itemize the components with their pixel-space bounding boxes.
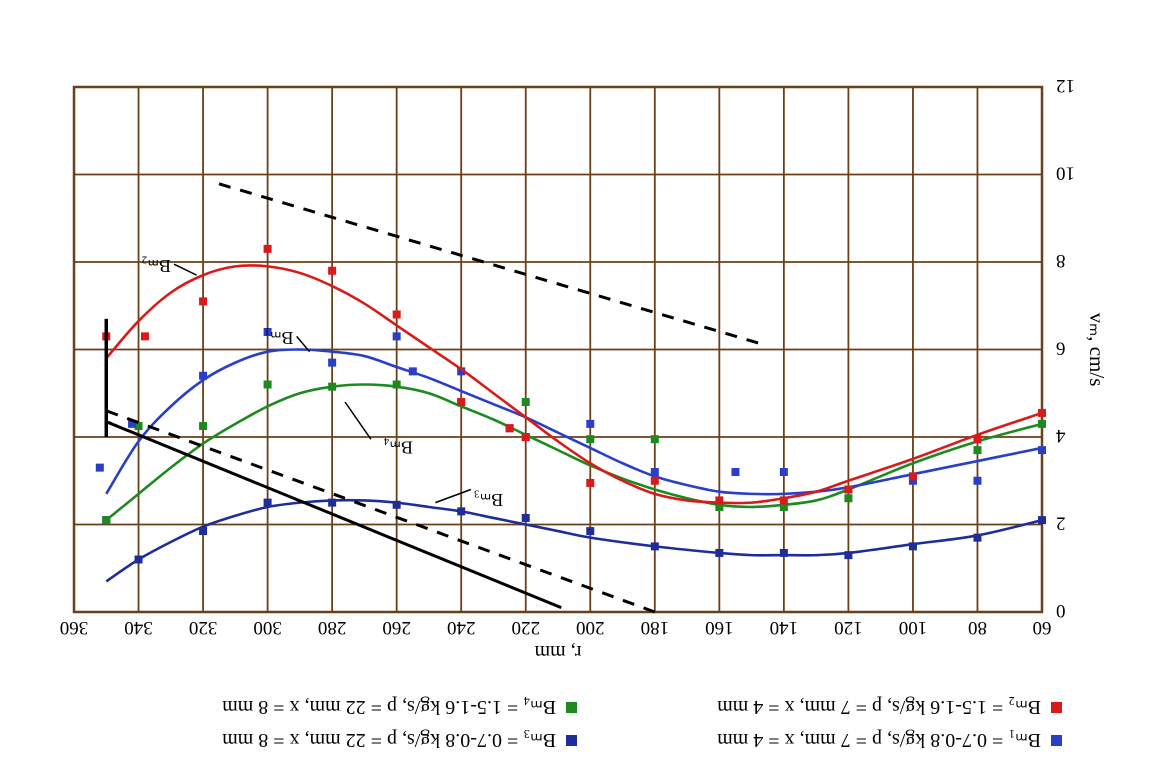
svg-text:120: 120: [834, 617, 863, 638]
svg-text:140: 140: [770, 617, 799, 638]
chart: 6080100120140160180200220240260280300320…: [32, 17, 1112, 667]
svg-text:80: 80: [968, 617, 987, 638]
legend-item-bm3: Bₘ₃ = 0.7-0.8 kg/s, p = 22 mm, x = 8 mm: [92, 728, 577, 753]
legend: Bₘ₁ = 0.7-0.8 kg/s, p = 7 mm, x = 4 mm B…: [92, 695, 1062, 753]
svg-text:12: 12: [1056, 75, 1075, 96]
legend-label: Bₘ₃ = 0.7-0.8 kg/s, p = 22 mm, x = 8 mm: [222, 728, 556, 753]
svg-text:340: 340: [124, 617, 153, 638]
svg-text:Bₘ₄: Bₘ₄: [383, 437, 413, 457]
svg-text:vₘ, cm/s: vₘ, cm/s: [1085, 313, 1109, 387]
svg-text:200: 200: [576, 617, 605, 638]
svg-text:Bₘ₁: Bₘ₁: [264, 328, 294, 348]
svg-text:220: 220: [511, 617, 540, 638]
legend-swatch: [1051, 702, 1062, 713]
svg-text:100: 100: [899, 617, 928, 638]
svg-text:Bₘ₂: Bₘ₂: [141, 256, 171, 276]
svg-text:6: 6: [1056, 338, 1066, 359]
svg-text:280: 280: [318, 617, 347, 638]
svg-text:320: 320: [189, 617, 218, 638]
svg-text:240: 240: [447, 617, 476, 638]
svg-text:0: 0: [1056, 600, 1066, 621]
svg-text:360: 360: [60, 617, 89, 638]
legend-swatch: [566, 702, 577, 713]
svg-text:10: 10: [1056, 163, 1075, 184]
legend-label: Bₘ₄ = 1.5-1.6 kg/s, p = 22 mm, x = 8 mm: [222, 695, 556, 720]
legend-item-bm4: Bₘ₄ = 1.5-1.6 kg/s, p = 22 mm, x = 8 mm: [92, 695, 577, 720]
svg-text:60: 60: [1033, 617, 1052, 638]
legend-swatch: [566, 735, 577, 746]
legend-swatch: [1051, 735, 1062, 746]
chart-svg: 6080100120140160180200220240260280300320…: [62, 67, 1112, 667]
svg-text:180: 180: [641, 617, 670, 638]
svg-text:r, mm: r, mm: [534, 641, 581, 663]
legend-item-bm2: Bₘ₂ = 1.5-1.6 kg/s, p = 7 mm, x = 4 mm: [577, 695, 1062, 720]
legend-label: Bₘ₂ = 1.5-1.6 kg/s, p = 7 mm, x = 4 mm: [717, 695, 1041, 720]
svg-text:Bₘ₃: Bₘ₃: [474, 490, 504, 510]
svg-text:160: 160: [705, 617, 734, 638]
svg-text:300: 300: [253, 617, 282, 638]
legend-label: Bₘ₁ = 0.7-0.8 kg/s, p = 7 mm, x = 4 mm: [717, 728, 1041, 753]
svg-text:260: 260: [382, 617, 411, 638]
legend-item-bm1: Bₘ₁ = 0.7-0.8 kg/s, p = 7 mm, x = 4 mm: [577, 728, 1062, 753]
svg-text:4: 4: [1056, 425, 1066, 446]
svg-text:2: 2: [1056, 513, 1066, 534]
svg-text:8: 8: [1056, 250, 1066, 271]
